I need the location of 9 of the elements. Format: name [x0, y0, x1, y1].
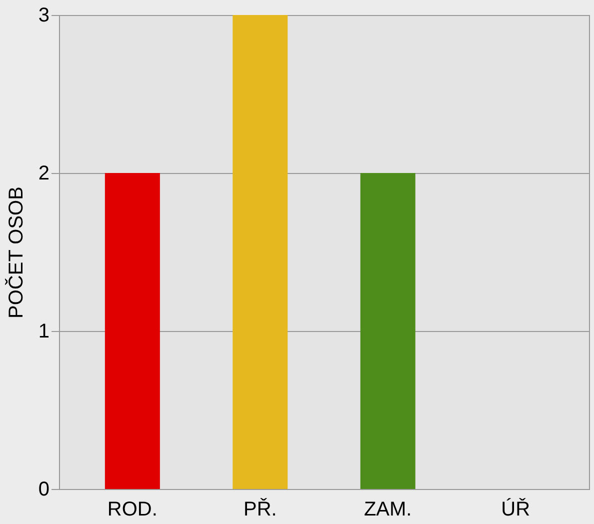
- x-tick-label: ZAM.: [364, 498, 412, 520]
- y-tick-label: 0: [38, 478, 50, 500]
- y-axis-title: POČET OSOB: [4, 186, 28, 318]
- x-tick-label: ROD.: [107, 498, 158, 520]
- y-tick-label: 1: [38, 320, 50, 342]
- y-tick-label: 2: [38, 162, 50, 184]
- y-tick-label: 3: [38, 4, 50, 26]
- x-tick-label: ÚŘ: [501, 498, 530, 520]
- x-tick-label: PŘ.: [243, 498, 277, 520]
